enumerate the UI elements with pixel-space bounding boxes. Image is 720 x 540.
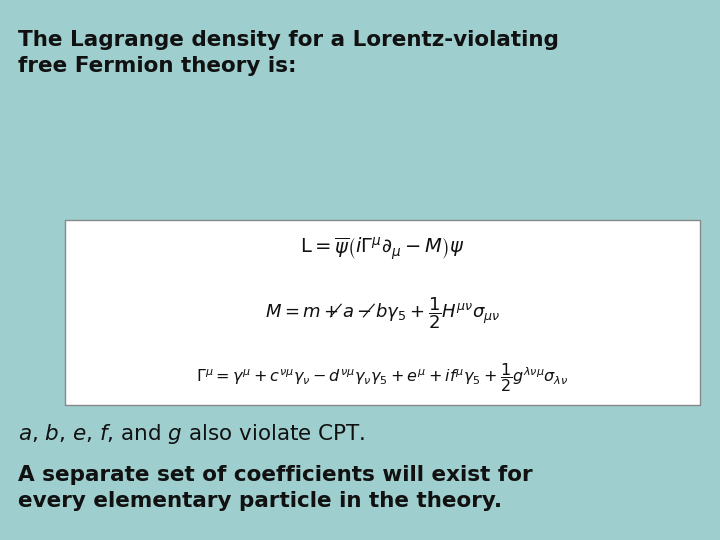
Text: A separate set of coefficients will exist for
every elementary particle in the t: A separate set of coefficients will exis… (18, 465, 533, 511)
Text: $M = m + \not{a} - \not{b}\gamma_5 + \dfrac{1}{2}H^{\mu\nu}\sigma_{\mu\nu}$: $M = m + \not{a} - \not{b}\gamma_5 + \df… (265, 295, 500, 331)
Text: $\mathrm{L} = \overline{\psi}\left(i\Gamma^{\mu}\partial_{\mu} - M\right)\psi$: $\mathrm{L} = \overline{\psi}\left(i\Gam… (300, 236, 464, 262)
FancyBboxPatch shape (65, 220, 700, 405)
Text: The Lagrange density for a Lorentz-violating
free Fermion theory is:: The Lagrange density for a Lorentz-viola… (18, 30, 559, 76)
Text: $\Gamma^{\mu} = \gamma^{\mu} + c^{\nu\mu}\gamma_{\nu} - d^{\nu\mu}\gamma_{\nu}\g: $\Gamma^{\mu} = \gamma^{\mu} + c^{\nu\mu… (197, 361, 569, 395)
Text: $a$, $b$, $e$, $f$, and $g$ also violate CPT.: $a$, $b$, $e$, $f$, and $g$ also violate… (18, 422, 366, 446)
